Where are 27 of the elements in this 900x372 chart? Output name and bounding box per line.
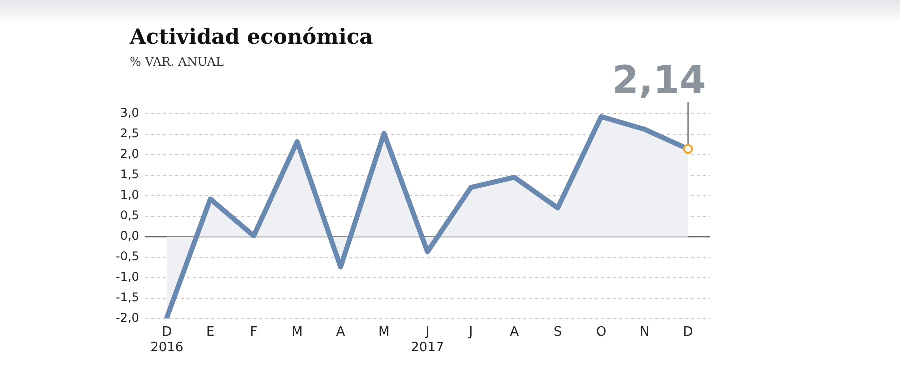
y-tick-label: 2,0 — [120, 147, 140, 162]
x-tick-label: D 2016 — [150, 324, 184, 356]
annotation: 2,14 — [612, 58, 706, 102]
x-tick-label: O — [596, 324, 607, 340]
y-tick-label: 0,5 — [120, 208, 140, 223]
y-tick-label: -1,5 — [116, 290, 140, 304]
y-tick-label: 1,0 — [120, 188, 140, 202]
x-tick-label: N — [640, 324, 650, 340]
x-tick-label: M — [378, 324, 390, 340]
x-tick-label: S — [554, 324, 562, 340]
y-tick-label: 1,5 — [120, 168, 140, 182]
x-tick-label: J — [468, 324, 474, 340]
y-tick-label: 2,5 — [120, 126, 140, 141]
x-tick-label: D — [683, 324, 694, 340]
y-tick-label: -2,0 — [116, 310, 140, 325]
chart-title: Actividad económica — [130, 24, 374, 49]
y-tick-label: -0,5 — [116, 249, 140, 264]
x-tick-label: E — [206, 324, 215, 340]
x-tick-label: A — [510, 324, 520, 340]
y-tick-label: -1,0 — [116, 270, 140, 284]
x-tick-label: J 2017 — [411, 324, 444, 356]
chart-subtitle: % VAR. ANUAL — [130, 55, 224, 69]
x-tick-label: F — [250, 324, 258, 340]
y-tick-label: 0,0 — [120, 229, 140, 244]
y-tick-label: 3,0 — [120, 106, 140, 120]
x-tick-label: A — [336, 324, 346, 340]
x-tick-label: M — [292, 324, 304, 340]
